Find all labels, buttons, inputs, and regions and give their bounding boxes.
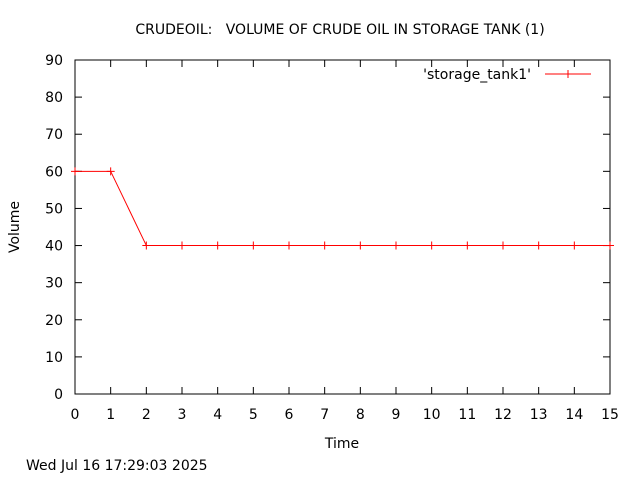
x-tick-label: 3 bbox=[178, 407, 187, 423]
data-point-marker bbox=[249, 241, 258, 250]
y-tick-label: 0 bbox=[54, 387, 63, 403]
legend: 'storage_tank1' bbox=[423, 67, 591, 83]
data-point-marker bbox=[427, 241, 436, 250]
data-point-marker bbox=[320, 241, 329, 250]
data-point-marker bbox=[570, 241, 579, 250]
data-point-marker bbox=[178, 241, 186, 250]
x-tick-label: 11 bbox=[458, 407, 476, 423]
x-tick-label: 14 bbox=[565, 407, 583, 423]
data-point-marker bbox=[142, 241, 151, 250]
series-layer bbox=[71, 167, 614, 250]
legend-marker bbox=[564, 70, 572, 78]
x-tick-label: 7 bbox=[320, 407, 329, 423]
x-tick-label: 8 bbox=[356, 407, 365, 423]
data-point-marker bbox=[71, 167, 79, 176]
x-tick-label: 9 bbox=[392, 407, 401, 423]
y-tick-label: 20 bbox=[45, 313, 63, 329]
x-tick-label: 6 bbox=[285, 407, 294, 423]
data-point-marker bbox=[356, 241, 365, 250]
y-tick-label: 80 bbox=[45, 90, 63, 106]
y-tick-label: 30 bbox=[45, 276, 63, 292]
x-tick-label: 15 bbox=[601, 407, 619, 423]
x-tick-label: 2 bbox=[142, 407, 151, 423]
plot-frame bbox=[74, 59, 611, 395]
x-tick-label: 10 bbox=[423, 407, 441, 423]
x-tick-label: 13 bbox=[530, 407, 548, 423]
y-axis-label: Volume bbox=[7, 201, 23, 253]
data-point-marker bbox=[534, 241, 543, 250]
x-tick-label: 5 bbox=[249, 407, 258, 423]
data-point-marker bbox=[213, 241, 222, 250]
data-point-marker bbox=[606, 241, 614, 250]
x-tick-label: 0 bbox=[71, 407, 80, 423]
data-point-marker bbox=[499, 241, 507, 250]
data-point-marker bbox=[285, 241, 293, 250]
y-tick-label: 50 bbox=[45, 201, 63, 217]
timestamp: Wed Jul 16 17:29:03 2025 bbox=[26, 458, 208, 474]
y-tick-label: 40 bbox=[45, 239, 63, 255]
y-tick-label: 70 bbox=[45, 127, 63, 143]
series-line bbox=[75, 170, 610, 247]
legend-label: 'storage_tank1' bbox=[423, 67, 531, 83]
chart-title: CRUDEOIL: VOLUME OF CRUDE OIL IN STORAGE… bbox=[135, 22, 544, 38]
y-axis: 0 10 20 30 40 50 60 70 80 90 bbox=[45, 53, 610, 403]
y-tick-label: 60 bbox=[45, 164, 63, 180]
x-axis: 0 1 2 3 4 5 6 7 8 9 10 11 12 13 14 15 bbox=[71, 60, 619, 423]
data-point-marker bbox=[392, 241, 400, 250]
data-point-marker bbox=[106, 167, 115, 176]
x-axis-label: Time bbox=[324, 436, 359, 452]
y-tick-label: 10 bbox=[45, 350, 63, 366]
x-tick-label: 12 bbox=[494, 407, 512, 423]
x-tick-label: 4 bbox=[213, 407, 222, 423]
x-tick-label: 1 bbox=[106, 407, 115, 423]
data-point-marker bbox=[463, 241, 472, 250]
y-tick-label: 90 bbox=[45, 53, 63, 69]
